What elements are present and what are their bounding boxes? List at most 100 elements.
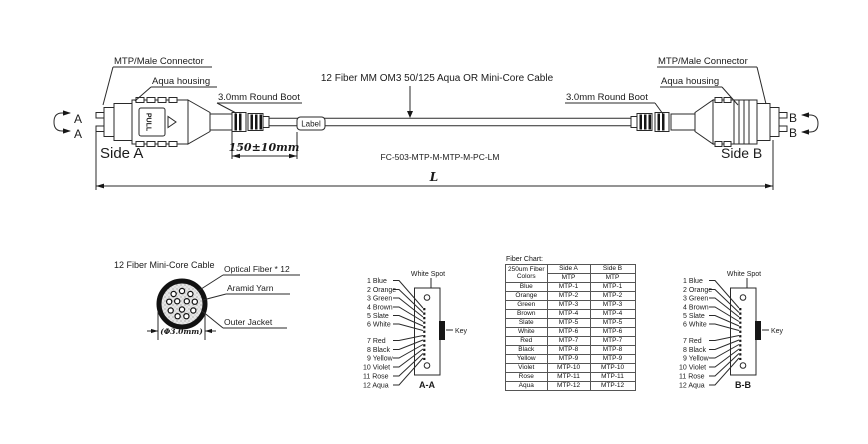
cell-color: White [505, 327, 548, 337]
callout-left-boot: 3.0mm Round Boot [216, 92, 302, 114]
cell-side-b: MTP-1 [589, 282, 636, 292]
fiber-chart: Fiber Chart: 250um Fiber Colors Side A S… [505, 256, 636, 391]
cell-side-a: MTP-12 [546, 381, 591, 391]
cell-side-b: MTP-10 [589, 363, 636, 373]
col3-header: Side B [589, 264, 636, 274]
cell-side-b: MTP-3 [589, 300, 636, 310]
right-connector-label: MTP/Male Connector [658, 56, 748, 67]
white-spot-label: White Spot [727, 271, 761, 278]
section-letter-b-top: B [789, 111, 797, 125]
table-row: Violet MTP-10 MTP-10 [505, 363, 636, 373]
side-a-connector: PULL [95, 97, 270, 147]
boot-to-label-dimension: 150±10mm [229, 130, 300, 159]
callout-optical-fiber: Optical Fiber * 12 [197, 264, 300, 292]
table-row: Black MTP-8 MTP-8 [505, 345, 636, 355]
callout-right-housing: Aqua housing [660, 76, 739, 106]
cell-color: Yellow [505, 354, 548, 364]
callout-left-housing: Aqua housing [134, 76, 217, 102]
left-connector-label: MTP/Male Connector [114, 56, 204, 67]
fiber-labels: 1 Blue 2 Orange 3 Green 4 Brown 5 Slate … [679, 278, 712, 390]
fiber-labels: 1 Blue 2 Orange 3 Green 4 Brown 5 Slate … [363, 278, 396, 390]
cell-side-a: MTP-10 [546, 363, 591, 373]
cell-side-b: MTP-6 [589, 327, 636, 337]
section-marker-b: B B [789, 111, 819, 140]
fiber-label: 11 Rose [679, 374, 705, 381]
cell-side-a: MTP-8 [546, 345, 591, 355]
fiber-label: 4 Brown [683, 305, 709, 312]
pull-arrow-icon [167, 115, 177, 129]
fiber-label: 12 Aqua [363, 383, 389, 390]
fiber-label: 1 Blue [367, 278, 387, 285]
boot-to-label-dim-text: 150±10mm [229, 141, 300, 154]
fiber-label: 3 Green [367, 296, 392, 303]
cell-side-b: MTP-11 [589, 372, 636, 382]
fiber-label: 4 Brown [367, 305, 393, 312]
optical-fibers [165, 287, 198, 320]
guide-hole-top [739, 294, 747, 301]
table-row: Orange MTP-2 MTP-2 [505, 291, 636, 301]
cell-side-a: MTP-11 [546, 372, 591, 382]
fiber-label: 1 Blue [683, 278, 703, 285]
outer-jacket-ring [156, 278, 208, 330]
key-tab [439, 321, 445, 340]
cell-side-a: MTP-7 [546, 336, 591, 346]
fiber-label: 2 Orange [367, 287, 396, 294]
table-row: Red MTP-7 MTP-7 [505, 336, 636, 346]
pinout-view-aa: White Spot Key A-A 1 Blue 2 Orange 3 Gre [363, 271, 468, 390]
cell-side-a: MTP-9 [546, 354, 591, 364]
aramid-yarn-label: Aramid Yarn [227, 283, 274, 293]
ferrule [769, 107, 780, 137]
key-label: Key [455, 328, 468, 335]
cell-side-b: MTP-4 [589, 309, 636, 319]
table-row: Rose MTP-11 MTP-11 [505, 372, 636, 382]
overall-length-dimension: L [95, 131, 774, 190]
key-tab [755, 321, 761, 340]
cell-side-b: MTP-7 [589, 336, 636, 346]
cell-color: Black [505, 345, 548, 355]
cell-color: Brown [505, 309, 548, 319]
col3-subheader: MTP [589, 273, 636, 283]
side-b-label: Side B [721, 145, 762, 161]
fiber-label: 10 Violet [679, 365, 706, 372]
guide-hole-top [423, 294, 431, 301]
callout-right-boot: 3.0mm Round Boot [565, 92, 664, 115]
cell-color: Violet [505, 363, 548, 373]
callout-cable-type: 12 Fiber MM OM3 50/125 Aqua OR Mini-Core… [321, 73, 554, 118]
table-row: Green MTP-3 MTP-3 [505, 300, 636, 310]
key-label: Key [771, 328, 784, 335]
cross-section: 12 Fiber Mini-Core Cable (Φ3.0mm) Optica… [114, 260, 300, 340]
fiber-label: 12 Aqua [679, 383, 705, 390]
callout-outer-jacket: Outer Jacket [201, 310, 287, 329]
right-housing-label: Aqua housing [661, 76, 719, 87]
section-letter-b-bottom: B [789, 126, 797, 140]
fiber-label: 6 White [683, 322, 707, 329]
fiber-leader-lines [393, 280, 424, 386]
cell-side-b: MTP-9 [589, 354, 636, 364]
table-row: Slate MTP-5 MTP-5 [505, 318, 636, 328]
fiber-label: 7 Red [367, 338, 386, 345]
fiber-chart-table: 250um Fiber Colors Side A Side B MTP MTP… [505, 264, 636, 391]
view-aa-caption: A-A [419, 380, 435, 390]
side-a-label: Side A [100, 145, 143, 162]
cell-side-a: MTP-6 [546, 327, 591, 337]
cell-color: Slate [505, 318, 548, 328]
cell-side-a: MTP-5 [546, 318, 591, 328]
boot-rings [630, 112, 670, 132]
section-letter-a-bottom: A [74, 127, 82, 141]
callout-aramid-yarn: Aramid Yarn [202, 283, 290, 301]
cell-side-b: MTP-8 [589, 345, 636, 355]
fiber-leader-lines [709, 280, 740, 386]
table-row: Blue MTP-1 MTP-1 [505, 282, 636, 292]
cable [269, 117, 631, 127]
part-number: FC-503-MTP-M-MTP-M-PC-LM [381, 152, 500, 162]
fiber-label: 10 Violet [363, 365, 390, 372]
cell-side-a: MTP-2 [546, 291, 591, 301]
guide-hole-bottom [423, 362, 431, 369]
callout-left-connector: MTP/Male Connector [102, 56, 212, 106]
cell-side-b: MTP-2 [589, 291, 636, 301]
fiber-chart-title: Fiber Chart: [506, 256, 543, 263]
white-spot-label: White Spot [411, 271, 445, 278]
cell-color: Red [505, 336, 548, 346]
fiber-label: 5 Slate [683, 313, 705, 320]
